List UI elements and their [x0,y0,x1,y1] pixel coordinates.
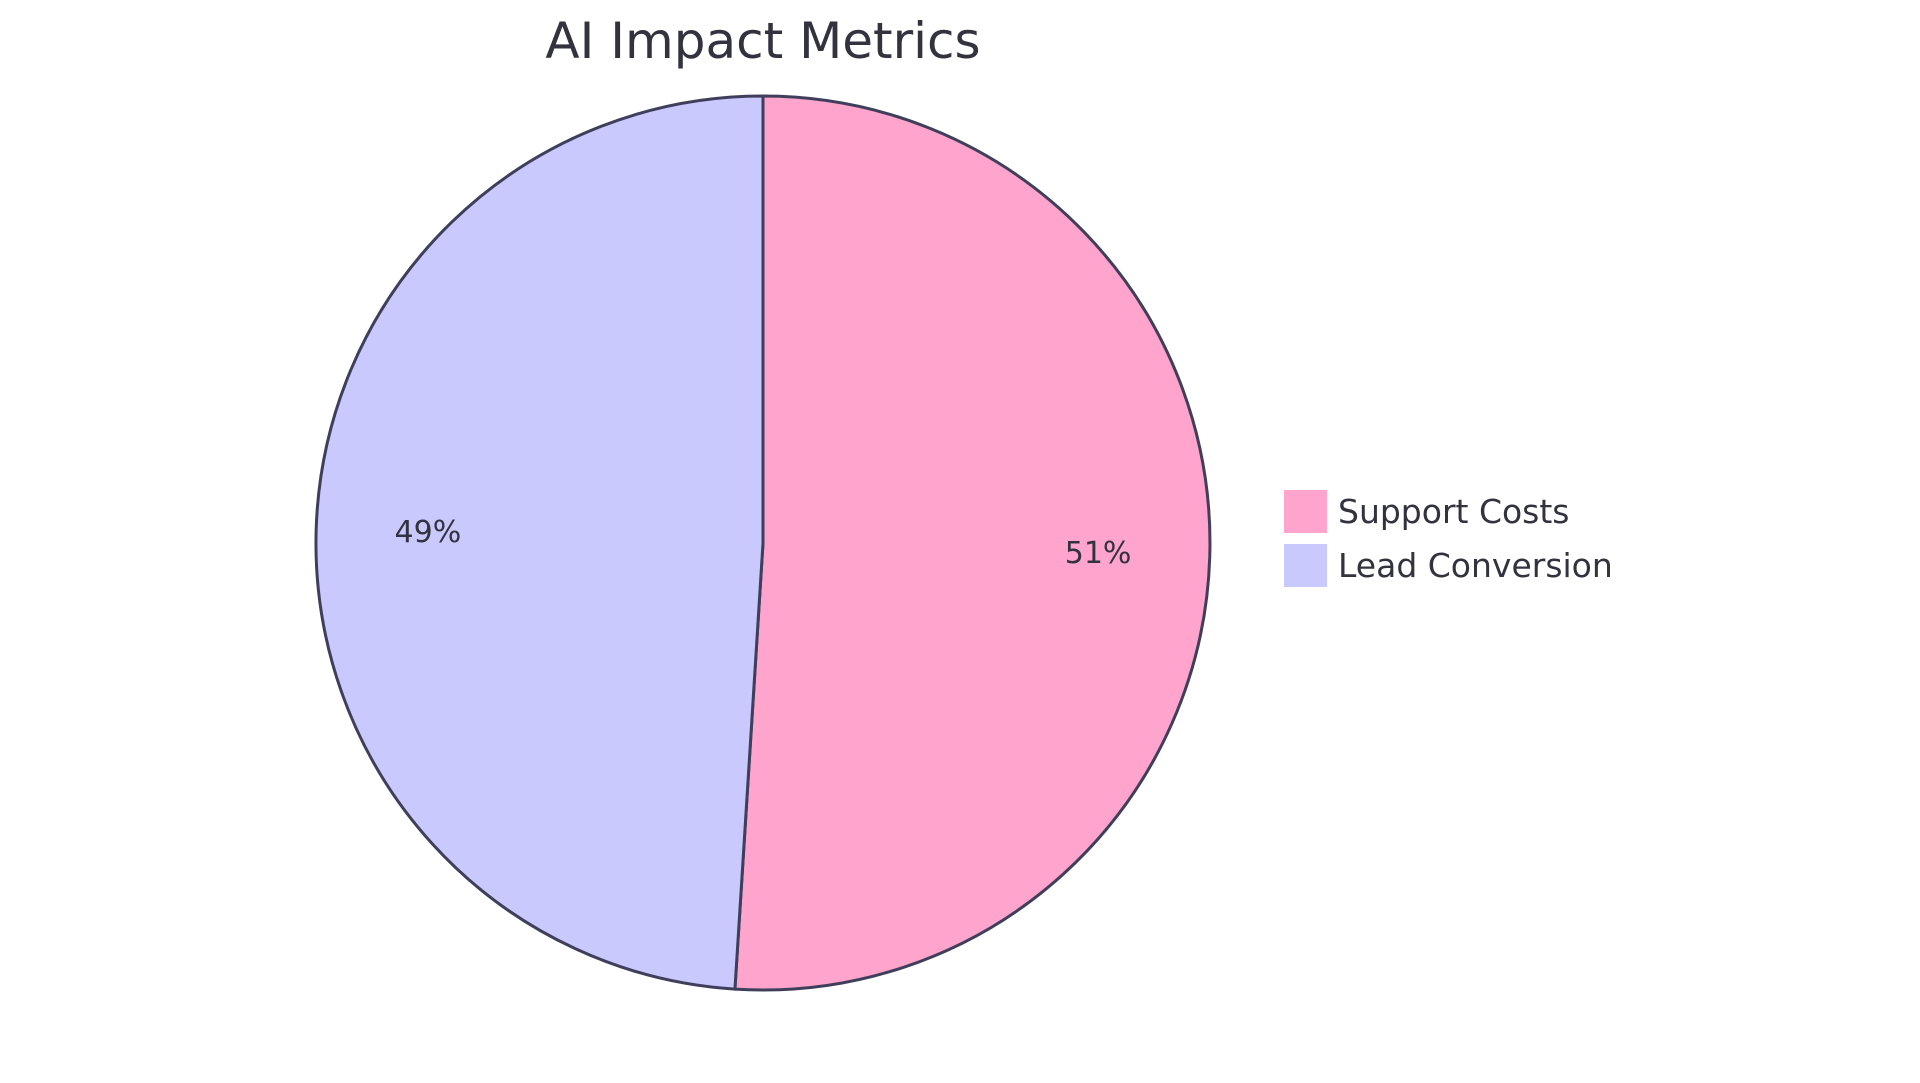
pie-slices [314,94,1212,992]
legend-swatch [1282,542,1329,589]
pie-slice-labels: 51% 49% [395,515,1132,571]
legend-swatch [1282,488,1329,535]
legend-label: Lead Conversion [1338,546,1613,585]
pie-slice-support-costs [733,94,1212,992]
slice-percent-label: 51% [1065,536,1132,571]
pie-slice-lead-conversion [314,94,765,991]
slice-percent-label: 49% [395,515,462,550]
chart-title: AI Impact Metrics [545,12,980,70]
chart-legend: Support Costs Lead Conversion [1282,488,1613,589]
legend-label: Support Costs [1338,492,1570,531]
